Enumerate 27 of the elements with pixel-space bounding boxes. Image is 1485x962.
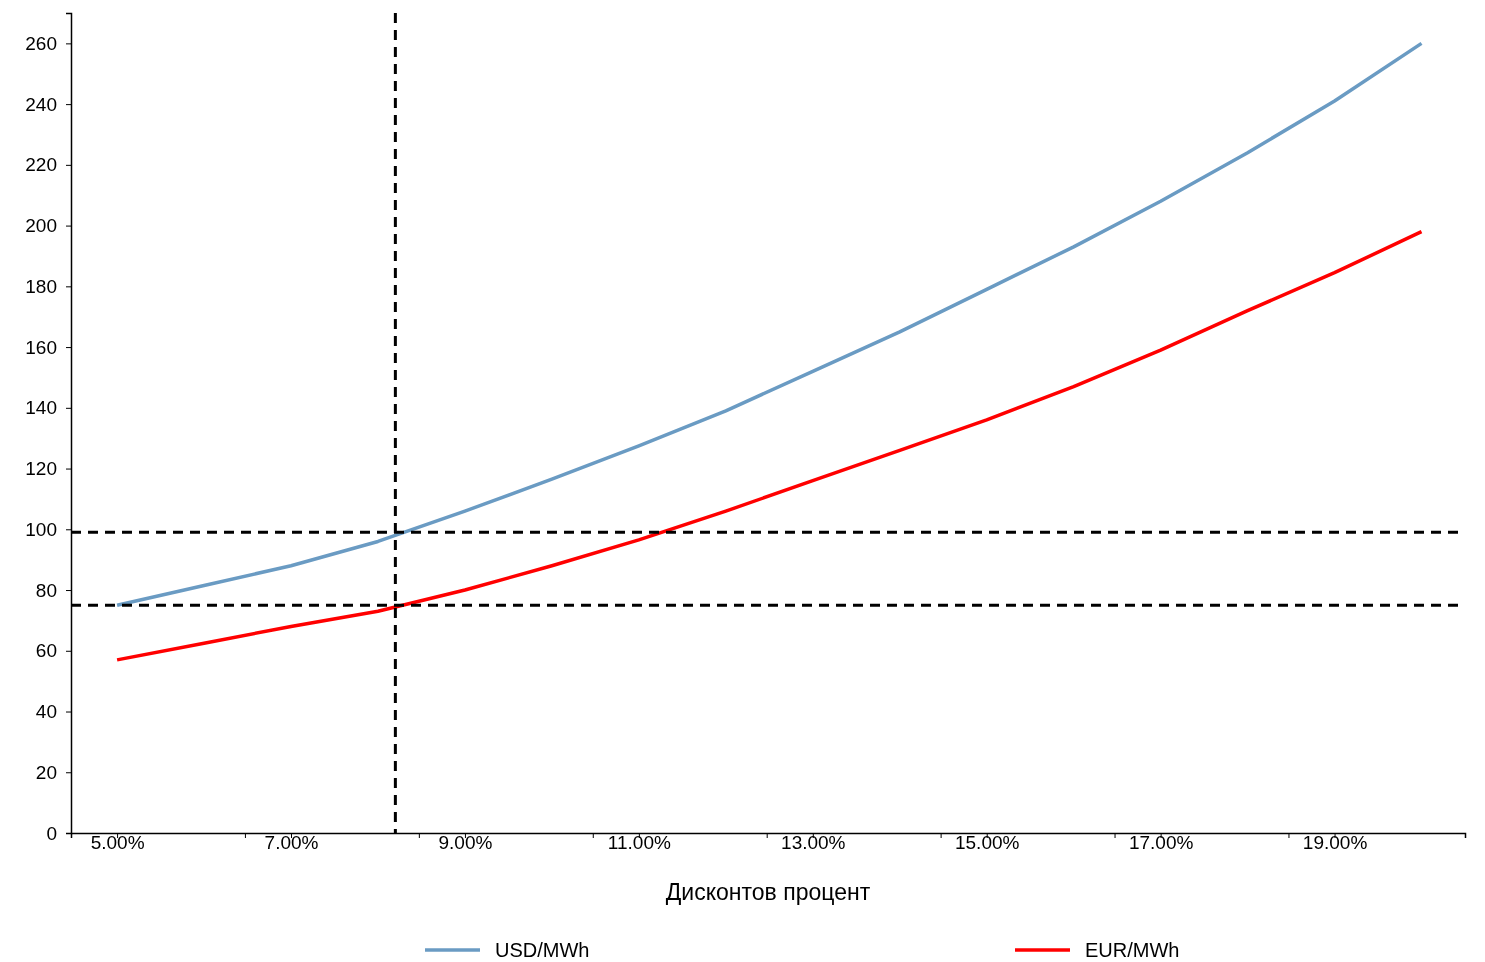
x-tick-label: 11.00% [607, 832, 671, 853]
x-axis-title: Дисконтов процент [665, 879, 871, 905]
y-tick-label: 100 [25, 518, 57, 540]
line-series [115, 229, 1424, 662]
legend-label: USD/MWh [495, 939, 590, 961]
y-tick-label: 60 [35, 640, 57, 662]
x-tick-label: 13.00% [781, 832, 846, 853]
y-tick-label: 40 [35, 701, 57, 723]
x-tick-label: 19.00% [1302, 832, 1368, 853]
y-tick-label: 220 [25, 154, 57, 176]
y-tick-label: 140 [25, 397, 57, 419]
x-tick-label: 9.00% [438, 832, 493, 853]
x-tick-label: 5.00% [90, 832, 145, 853]
y-tick-label: 160 [25, 336, 57, 358]
x-tick-label: 7.00% [264, 832, 319, 853]
y-tick-label: 20 [35, 761, 57, 783]
legend-label: EUR/MWh [1085, 939, 1180, 961]
y-tick-label: 240 [25, 93, 57, 115]
y-tick-label: 180 [25, 275, 57, 297]
y-tick-label: 200 [25, 215, 57, 237]
x-tick-label: 17.00% [1128, 832, 1194, 853]
y-tick-label: 120 [25, 458, 57, 480]
x-tick-label: 15.00% [954, 832, 1020, 853]
y-tick-label: 260 [25, 32, 57, 54]
line-series [115, 41, 1424, 607]
y-tick-label: 0 [46, 822, 57, 844]
y-tick-label: 80 [35, 579, 57, 601]
